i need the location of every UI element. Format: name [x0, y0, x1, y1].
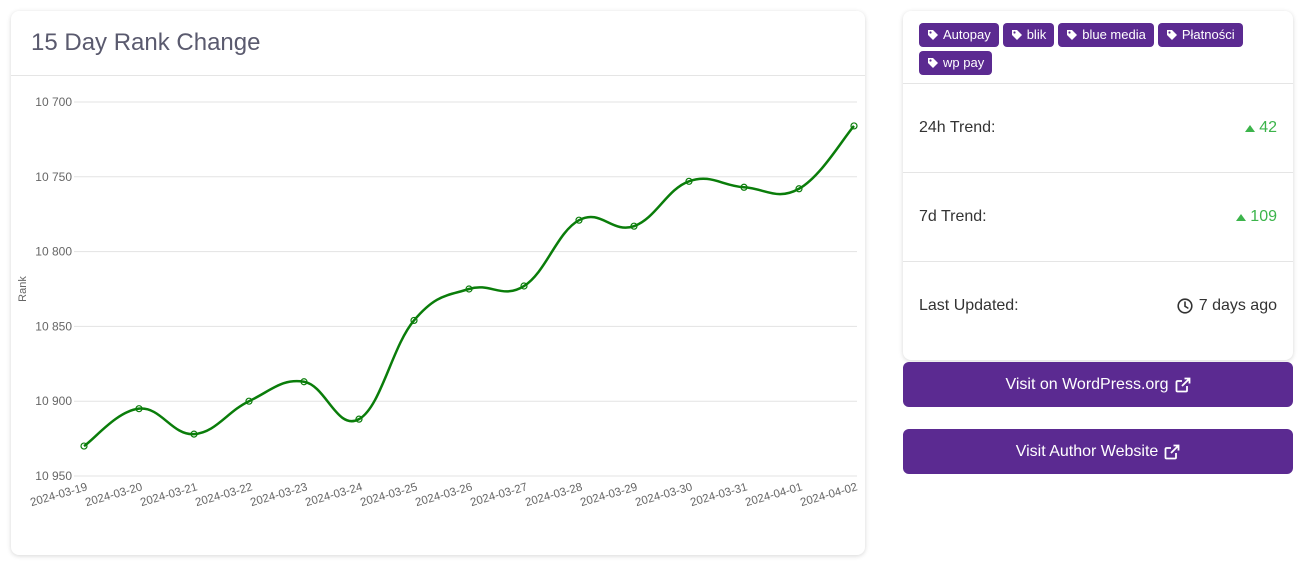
trend-24h-value-wrap: 42 [1245, 119, 1277, 137]
caret-up-icon [1236, 213, 1247, 221]
x-tick-label: 2024-03-21 [139, 481, 199, 509]
tag-label: wp pay [943, 55, 985, 70]
rank-data-point [520, 282, 528, 290]
x-tick-label: 2024-03-29 [579, 481, 639, 509]
rank-data-point [850, 122, 858, 130]
rank-data-point [410, 316, 418, 325]
external-link-icon [1175, 377, 1190, 392]
y-tick-label: 10 850 [35, 319, 72, 333]
rank-data-point [135, 405, 143, 413]
rank-line-chart: 10 700 10 750 10 800 10 850 10 900 10 950 Rank… [17, 95, 859, 509]
trend-7d-row: 7d Trend: 109 [903, 173, 1293, 262]
x-tick-label: 2024-04-01 [744, 481, 804, 509]
tag-icon [1067, 30, 1078, 40]
trend-24h-row: 24h Trend: 42 [903, 84, 1293, 173]
x-tick-label: 2024-03-20 [84, 481, 144, 509]
x-tick-label: 2024-03-19 [29, 481, 89, 509]
rank-data-point [190, 430, 198, 438]
tag-label: blik [1026, 27, 1047, 42]
x-tick-label: 2024-03-22 [194, 481, 254, 509]
tag-label: blue media [1082, 27, 1146, 42]
trend-7d-label: 7d Trend: [919, 208, 987, 225]
trend-7d-value-wrap: 109 [1236, 208, 1277, 226]
tag-label: Autopay [943, 27, 991, 42]
rank-data-point [630, 222, 638, 230]
last-updated-value-wrap: 7 days ago [1177, 297, 1277, 315]
rank-data-point [795, 185, 803, 193]
x-tick-label: 2024-03-30 [634, 481, 694, 509]
rank-data-point [685, 177, 693, 185]
y-tick-label: 10 950 [35, 469, 72, 483]
x-tick-label: 2024-03-24 [304, 481, 364, 509]
visit-author-button[interactable]: Visit Author Website [903, 429, 1293, 474]
tag-icon [1011, 30, 1022, 40]
last-updated-value: 7 days ago [1198, 297, 1277, 314]
x-tick-label: 2024-03-28 [524, 481, 584, 509]
plugin-info-card: Autopay blik blue media Płatności wp pay… [903, 11, 1293, 360]
y-tick-label: 10 800 [35, 245, 72, 259]
visit-author-label: Visit Author Website [1015, 442, 1159, 460]
rank-data-point [80, 442, 88, 450]
tag-wp-pay[interactable]: wp pay [919, 51, 993, 75]
external-link-icon [1164, 444, 1180, 459]
last-updated-label: Last Updated: [919, 297, 1019, 314]
rank-data-point [245, 397, 253, 405]
x-tick-label: 2024-03-23 [249, 481, 309, 509]
y-tick-label: 10 750 [35, 170, 72, 184]
tag-icon [928, 58, 938, 68]
tag-blik[interactable]: blik [1002, 23, 1055, 47]
chart-card-header: 15 Day Rank Change [11, 11, 865, 76]
x-tick-label: 2024-03-31 [689, 481, 749, 509]
tag-icon [1166, 30, 1177, 40]
visit-wordpress-button[interactable]: Visit on WordPress.org [903, 362, 1293, 407]
trend-7d-value: 109 [1250, 208, 1277, 225]
x-tick-label: 2024-03-25 [359, 481, 419, 509]
rank-chart-card: 15 Day Rank Change 10 700 10 750 10 800 10 … [11, 11, 865, 555]
last-updated-row: Last Updated: 7 days ago [903, 262, 1293, 350]
y-tick-label: 10 900 [35, 394, 72, 408]
rank-data-point [465, 285, 473, 293]
tag-label: Płatności [1181, 27, 1235, 42]
tag-list: Autopay blik blue media Płatności wp pay [903, 11, 1293, 84]
trend-24h-label: 24h Trend: [919, 119, 996, 136]
x-tick-label: 2024-04-02 [799, 481, 859, 509]
caret-up-icon [1245, 124, 1256, 132]
tag-icon [928, 30, 938, 40]
rank-series-line [83, 125, 855, 448]
tag-autopay[interactable]: Autopay [919, 23, 999, 47]
y-tick-label: 10 700 [35, 95, 72, 109]
y-axis-label: Rank [17, 276, 29, 302]
tag-platnosci[interactable]: Płatności [1157, 23, 1243, 47]
visit-wordpress-label: Visit on WordPress.org [1005, 375, 1169, 393]
trend-24h-value: 42 [1259, 119, 1277, 136]
clock-icon [1177, 298, 1193, 314]
x-tick-label: 2024-03-27 [469, 481, 529, 509]
tag-blue-media[interactable]: blue media [1058, 23, 1154, 47]
rank-data-point [575, 216, 583, 224]
chart-title: 15 Day Rank Change [31, 29, 261, 56]
rank-data-point [300, 378, 308, 386]
rank-data-point [740, 183, 748, 191]
rank-data-point [355, 415, 363, 423]
x-tick-label: 2024-03-26 [414, 481, 474, 509]
